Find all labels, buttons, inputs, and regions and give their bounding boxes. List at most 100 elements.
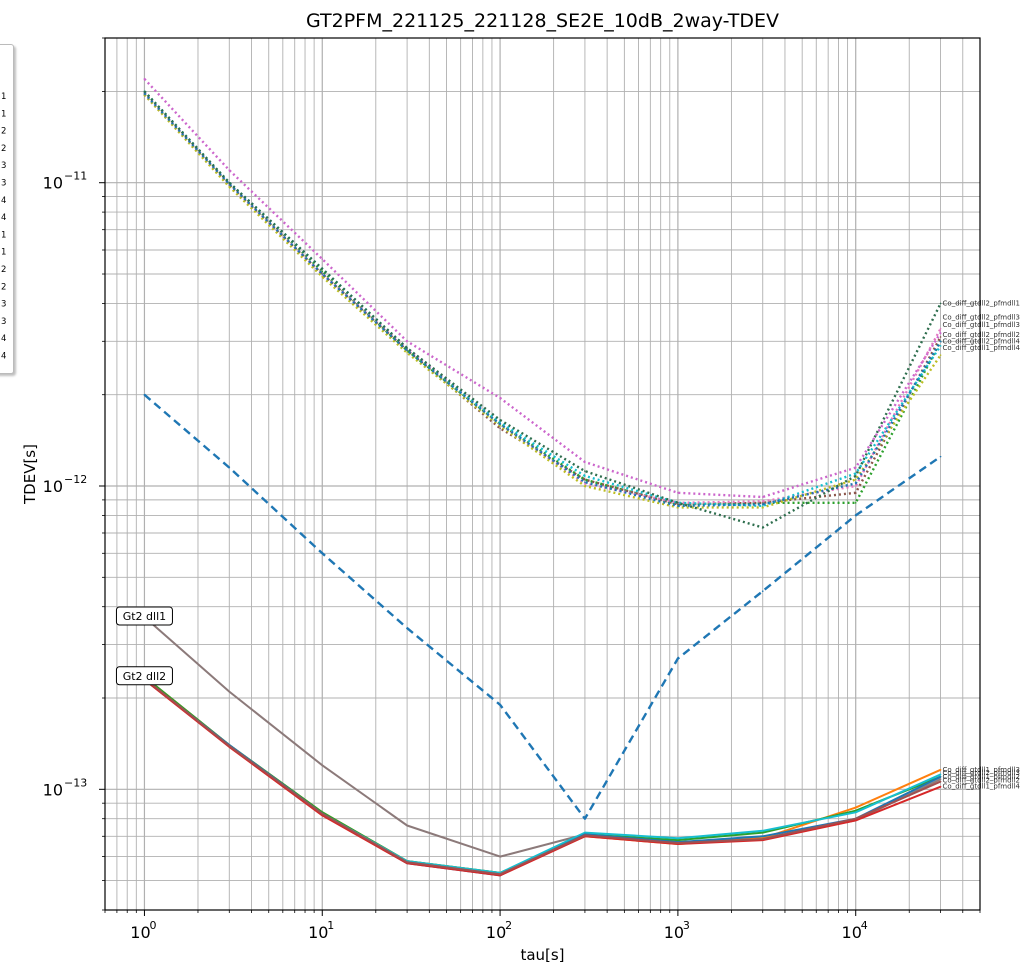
callout-box [115,666,173,686]
end-label: Co_diff_gtdll1_pfmdll2 [943,773,1020,781]
x-tick-label: 10 [842,923,862,942]
data-point [761,590,764,592]
data-point [406,349,408,352]
data-point [584,478,586,481]
end-label: Co_diff_gtdll2_pfmdll1 [943,299,1020,307]
x-tick-label: 10 [486,923,506,942]
legend-entry: 2 [1,282,6,292]
y-axis-label: TDEV[s] [21,444,39,505]
data-point [677,505,679,507]
data-point [854,514,857,517]
data-point [143,90,146,93]
x-tick-label: 10 [130,923,150,942]
data-point [584,482,586,485]
data-point [854,491,857,494]
data-point [939,775,942,778]
legend-entry: 1 [1,230,6,240]
data-point [321,273,324,275]
data-point [939,778,942,780]
data-point [939,344,942,347]
y-tick-exponent: −13 [64,776,87,789]
y-tick-label: 10 [43,477,63,496]
end-label: Co_diff_gtdll1_pfmdll3 [943,766,1020,774]
data-point [761,526,764,529]
grid [104,37,981,911]
data-point [406,340,408,343]
data-point [584,817,586,820]
legend-box [0,44,14,374]
legend-entry: 4 [1,352,6,362]
legend-entry: 2 [1,144,6,154]
data-point [677,839,679,841]
data-point [584,831,586,834]
data-point [939,354,942,356]
x-axis-label: tau[s] [520,946,564,964]
data-point [499,424,501,427]
data-point [321,813,324,815]
legend-entry: 1 [1,109,6,119]
data-point [854,478,857,481]
series-line [143,677,942,876]
data-point [406,861,408,863]
series-line [143,90,942,506]
series-line [143,90,942,508]
data-point [854,819,857,822]
data-point [499,423,501,425]
data-point [499,873,501,875]
data-point [854,475,857,477]
legend-entry: 4 [1,213,6,223]
x-tick-label: 10 [664,923,684,942]
data-point [761,496,764,498]
data-point [939,768,942,771]
chart-title: GT2PFM_221125_221128_SE2E_10dB_2way-TDEV [306,10,779,32]
axes-frame [104,37,981,911]
data-point [761,829,764,832]
data-point [939,302,942,305]
data-point [854,466,857,469]
data-point [761,500,764,503]
data-point [854,806,857,809]
data-point [406,351,408,354]
end-label: Co_diff_gtdll1_pfmdll4 [943,783,1021,791]
data-point [677,837,679,839]
data-point [321,270,324,273]
data-point [584,485,586,487]
data-point [939,785,942,788]
end-label: Co_diff_gtdll2_pfmdll3 [943,769,1020,777]
data-point [939,336,942,338]
series-8 [143,90,942,529]
legend-entry: 4 [1,196,6,206]
series-5 [143,93,942,509]
callout-1: Gt2 dll1 [115,606,173,626]
data-point [228,185,231,188]
data-point [499,419,501,421]
data-point [584,475,586,477]
data-point [584,470,586,472]
data-point [761,838,764,840]
plot-area [105,38,980,910]
legend-entry: 1 [1,92,6,102]
data-point [584,461,586,463]
callout-box [115,606,173,626]
data-point [854,811,857,814]
data-point [677,842,679,844]
end-label: Co_diff_gtdll2_pfmdll3 [943,313,1020,321]
x-tick-label: 10 [308,923,328,942]
data-point [499,703,501,706]
series-line [143,93,942,506]
data-point [854,817,857,820]
data-point [854,502,857,504]
data-point [677,502,679,504]
callout-label: Gt2 dll2 [123,670,166,683]
legend-entry: 3 [1,179,6,189]
data-point [321,764,324,767]
data-point [321,268,324,270]
data-point [939,331,942,334]
legend-entry: 2 [1,265,6,275]
series-1 [143,78,942,499]
data-point [499,855,501,858]
legend-entry: 2 [1,127,6,137]
data-point [321,275,324,278]
